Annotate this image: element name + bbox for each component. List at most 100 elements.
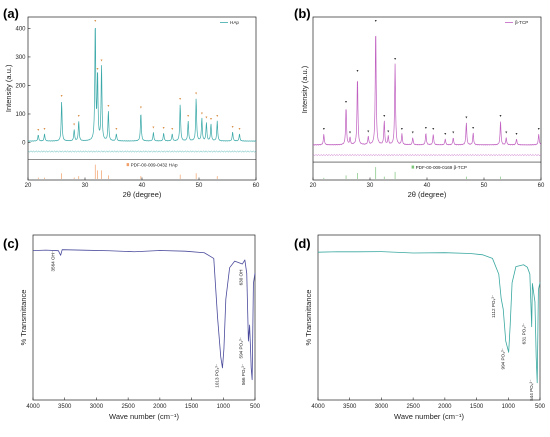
- peak-marker: ▾: [201, 110, 203, 115]
- peak-marker: ▾: [356, 68, 358, 73]
- peak-marker: ▾: [210, 116, 212, 121]
- difference-trace: [312, 153, 542, 157]
- ftir-panel-3: 4000 3500 3000 2500 2000 1500 1000 500 Wave numb…: [304, 234, 546, 421]
- x-tick-label: 1000: [217, 404, 231, 410]
- peak-marker: ▾: [345, 99, 347, 104]
- peak-marker: ▾: [515, 131, 517, 136]
- x-tick-label: 500: [250, 404, 261, 410]
- band-annotation: 3564 OH⁻: [51, 250, 56, 271]
- x-tick-label: 50: [196, 183, 203, 189]
- peak-marker: ▾: [44, 126, 46, 131]
- panel-label: (d): [294, 236, 311, 251]
- legend-label: PDF-00-009-0169 β-TCP: [416, 165, 467, 170]
- peak-marker: ▾: [171, 126, 173, 131]
- legend-swatch: [411, 165, 415, 169]
- x-tick-label: 3000: [90, 404, 104, 410]
- peak-marker: ▾: [94, 18, 96, 23]
- peak-marker: ▾: [73, 122, 75, 127]
- x-axis-title: Wave number (cm⁻¹): [109, 412, 179, 421]
- band-annotation: 1013 PO₄³⁻: [214, 363, 219, 388]
- peak-marker: ▾: [412, 130, 414, 135]
- x-tick-label: 40: [424, 183, 431, 189]
- y-tick-label: 300: [15, 55, 26, 61]
- peak-marker: ▾: [61, 93, 63, 98]
- x-tick-label: 60: [538, 183, 545, 189]
- peak-marker: ▾: [232, 124, 234, 129]
- legend-label: HAp: [230, 20, 239, 25]
- peak-marker: ▾: [115, 126, 117, 131]
- band-annotation: 994 PO₄³⁻: [501, 347, 506, 369]
- peak-marker: ▾: [472, 125, 474, 130]
- x-tick-label: 50: [481, 183, 488, 189]
- peak-marker: ▾: [78, 113, 80, 118]
- peak-marker: ▾: [37, 127, 39, 132]
- x-tick-label: 30: [367, 183, 374, 189]
- x-tick-label: 60: [253, 183, 260, 189]
- peak-marker: ▾: [375, 18, 377, 23]
- x-tick-label: 2500: [121, 404, 135, 410]
- peak-marker: ▾: [394, 56, 396, 61]
- x-axis-title: 2θ (degree): [408, 190, 447, 199]
- series-line-β-TCP: [312, 35, 542, 146]
- x-tick-label: 4000: [26, 404, 40, 410]
- peak-marker: ▾: [538, 126, 540, 131]
- x-tick-label: 500: [535, 404, 546, 410]
- x-tick-label: 2500: [406, 404, 420, 410]
- band-annotation: 1112 PO₄³⁻: [491, 294, 496, 318]
- x-axis-title: Wave number (cm⁻¹): [394, 412, 464, 421]
- peak-marker: ▾: [187, 113, 189, 118]
- x-tick-label: 20: [25, 183, 32, 189]
- x-tick-label: 3000: [375, 404, 389, 410]
- x-tick-label: 2000: [438, 404, 452, 410]
- y-axis-title: % Transmittance: [304, 290, 313, 346]
- x-tick-label: 4000: [311, 404, 325, 410]
- series-line-HAp: [27, 27, 257, 142]
- peak-marker: ▾: [163, 125, 165, 130]
- x-axis-title: 2θ (degree): [123, 190, 162, 199]
- y-tick-label: 400: [15, 26, 26, 32]
- spectrum-line: [317, 251, 541, 384]
- peak-marker: ▾: [179, 96, 181, 101]
- peak-marker: ▾: [432, 126, 434, 131]
- x-tick-label: 3500: [343, 404, 357, 410]
- band-annotation: 630 OH: [239, 270, 244, 286]
- peak-marker: ▾: [383, 113, 385, 118]
- y-tick-label: 0: [22, 141, 26, 147]
- spectrum-line: [32, 249, 256, 381]
- panel-label: (b): [294, 6, 311, 21]
- peak-marker: ▾: [205, 115, 207, 120]
- y-axis-title: Intensity (a.u.): [300, 65, 309, 113]
- panel-label: (c): [3, 236, 19, 251]
- peak-marker: ▾: [401, 126, 403, 131]
- difference-trace: [27, 150, 257, 153]
- ftir-panel-2: 4000 3500 3000 2500 2000 1500 1000 500 Wave numb…: [19, 234, 261, 421]
- x-tick-label: 40: [139, 183, 146, 189]
- peak-marker: ▾: [505, 130, 507, 135]
- y-tick-label: 200: [15, 83, 26, 89]
- x-tick-label: 2000: [153, 404, 167, 410]
- peak-marker: ▾: [500, 113, 502, 118]
- y-axis-title: % Transmittance: [19, 290, 28, 346]
- xrd-panel-0: 20 30 40 50 60 2θ (degree) Intensity (a.u.) 0 10…: [4, 16, 260, 199]
- peak-marker: ▾: [444, 131, 446, 136]
- legend-label: PDF-00-009-0432 HAp: [131, 163, 178, 168]
- band-annotation: 594 PO₄³⁻: [238, 336, 243, 358]
- plot-frame: [317, 234, 541, 401]
- x-tick-label: 1000: [502, 404, 516, 410]
- band-annotation: 631 PO₄³⁻: [522, 322, 527, 344]
- peak-marker: ▾: [367, 129, 369, 134]
- peak-marker: ▾: [152, 125, 154, 130]
- peak-marker: ▾: [452, 130, 454, 135]
- plot-frame: [32, 234, 256, 401]
- y-tick-label: 100: [15, 112, 26, 118]
- peak-marker: ▾: [425, 125, 427, 130]
- legend-label: β-TCP: [515, 20, 528, 25]
- xrd-panel-1: 20 30 40 50 60 2θ (degree) Intensity (a.u.) ▾ ▾ ▾…: [300, 16, 545, 199]
- band-annotation: 544 PO₄³⁻: [529, 379, 534, 401]
- peak-marker: ▾: [140, 105, 142, 110]
- legend-swatch: [126, 163, 130, 167]
- peak-marker: ▾: [195, 90, 197, 95]
- peak-marker: ▾: [349, 130, 351, 135]
- x-tick-label: 3500: [58, 404, 72, 410]
- band-annotation: 566 PO₄³⁻: [241, 363, 246, 385]
